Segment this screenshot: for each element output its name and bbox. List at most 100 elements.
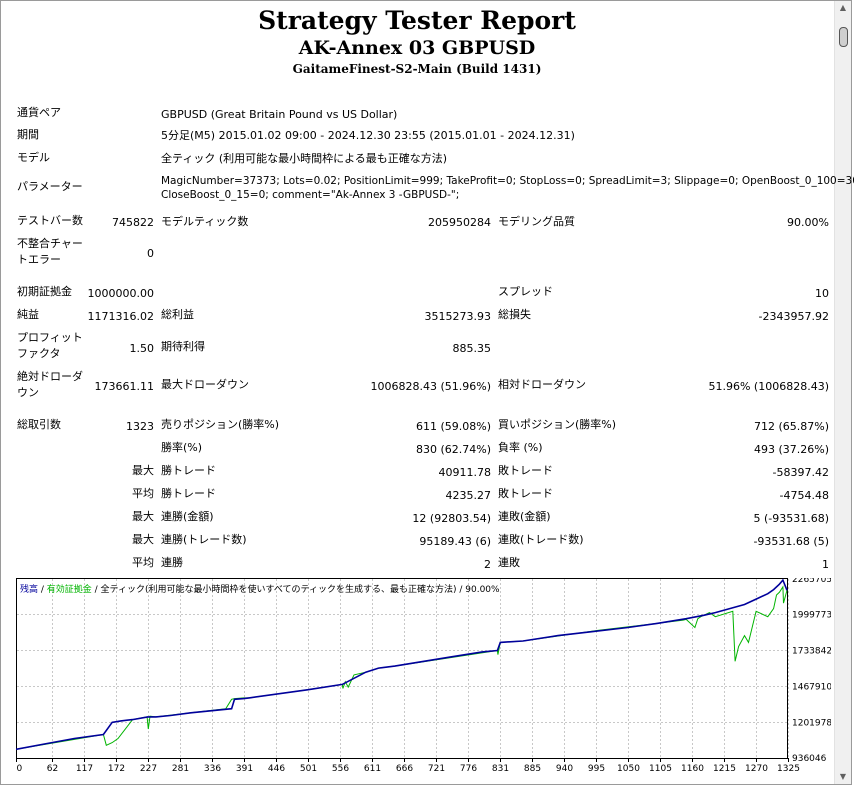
x-tick-label: 831 [492,764,509,772]
balance-chart-svg: 残高 / 有効証拠金 / 全ティック(利用可能な最小時間枠を使いすべてのティック… [15,575,832,774]
abs-drawdown-value: 173661.11 [94,380,155,393]
expected-payoff-value: 885.35 [452,342,492,355]
gross-loss-value: -2343957.92 [758,310,829,323]
profit-factor-label-1: プロフィット [17,331,83,344]
x-tick-label: 1160 [681,764,704,772]
cons-profit-value: 95189.43 (6) [419,535,491,548]
largest-win-label: 勝トレード [161,464,216,477]
avg-cons-losses-value: 1 [822,558,829,571]
x-tick-label: 446 [268,764,285,772]
legend-balance: 残高 [20,583,38,595]
bars-value: 745822 [112,216,154,229]
report-title: Strategy Tester Report [258,6,576,35]
params-line-1: MagicNumber=37373; Lots=0.02; PositionLi… [161,175,854,187]
bars-label: テストバー数 [17,214,83,227]
avg-cons-wins-value: 2 [484,558,491,571]
plot-area [16,578,788,759]
avg-loss-value: -4754.48 [779,489,829,502]
deposit-value: 1000000.00 [87,287,154,300]
largest-win-value: 40911.78 [438,466,492,479]
mismatch-label-1: 不整合チャー [17,237,83,250]
x-tick-label: 336 [204,764,221,772]
win-rate-value: 830 (62.74%) [415,443,491,456]
y-axis: 2265705 1999773 1733842 1467910 1201978 93604… [792,575,832,764]
period-label: 期間 [17,128,39,141]
abs-drawdown-label-2: ウン [17,386,39,399]
x-tick-label: 501 [300,764,317,772]
max-drawdown-value: 1006828.43 (51.96%) [370,380,491,393]
y-tick-label: 2265705 [792,578,831,585]
gross-profit-value: 3515273.93 [424,310,491,323]
net-profit-label: 純益 [17,308,39,321]
scroll-thumb[interactable] [839,27,848,47]
win-rate-label: 勝率(%) [161,441,203,454]
report-subtitle: AK-Annex 03 GBPUSD [298,37,536,59]
long-positions-label: 買いポジション(勝率%) [498,418,617,431]
scroll-up-icon[interactable]: ▲ [839,3,847,12]
avg-cons-wins-label: 連勝 [161,556,183,569]
ticks-label: モデルティック数 [161,215,249,228]
x-tick-label: 391 [236,764,253,772]
series-layer [15,578,788,751]
max-prefix-1: 最大 [132,464,154,477]
max-prefix-2: 最大 [132,510,154,523]
quality-label: モデリング品質 [498,215,575,228]
long-positions-value: 712 (65.87%) [753,420,829,433]
y-tick-label: 936046 [792,754,827,764]
rel-drawdown-value: 51.96% (1006828.43) [708,380,829,393]
y-tick-label: 1201978 [792,719,831,729]
scroll-down-icon[interactable]: ▼ [839,772,847,781]
x-tick-label: 1215 [713,764,736,772]
model-value: 全ティック (利用可能な最小時間枠による最も正確な方法) [161,152,448,165]
max-prefix-3: 最大 [132,533,154,546]
cons-loss-label: 連敗(トレード数) [498,533,584,546]
x-tick-label: 776 [460,764,477,772]
quality-value: 90.00% [787,216,829,229]
grid [17,579,789,758]
short-positions-label: 売りポジション(勝率%) [161,418,280,431]
x-tick-label: 721 [428,764,445,772]
x-tick-label: 0 [17,764,23,772]
cons-wins-money-label: 連勝(金額) [161,510,214,523]
avg-win-value: 4235.27 [445,489,492,502]
y-tick-label: 1467910 [792,683,831,693]
x-tick-label: 62 [47,764,58,772]
y-tick-label: 1999773 [792,611,831,621]
legend-text: 残高 / 有効証拠金 / 全ティック(利用可能な最小時間枠を使いすべてのティック… [20,583,500,595]
y-tick-label: 1733842 [792,647,831,657]
x-tick-label: 281 [172,764,189,772]
params-line-2: CloseBoost_0_15=0; comment="Ak-Annex 3 -… [161,189,460,201]
balance-series-line [15,578,788,751]
gross-loss-label: 総損失 [498,308,531,321]
legend-model: / 全ティック(利用可能な最小時間枠を使いすべてのティックを生成する、最も正確な… [92,583,500,595]
avg-prefix-2: 平均 [132,556,154,569]
x-tick-label: 227 [140,764,157,772]
avg-prefix-1: 平均 [132,487,154,500]
cons-wins-money-value: 12 (92803.54) [412,512,491,525]
model-label: モデル [17,151,50,164]
vertical-scrollbar[interactable]: ▲ ▼ [834,1,851,784]
loss-rate-label: 負率 (%) [498,441,543,454]
x-tick-label: 885 [524,764,541,772]
x-tick-label: 1270 [745,764,768,772]
profit-factor-label-2: ファクタ [17,347,61,360]
legend-equity: 有効証拠金 [47,583,92,595]
pair-value: GBPUSD (Great Britain Pound vs US Dollar… [161,108,398,121]
legend-sep: / [38,585,47,595]
rel-drawdown-label: 相対ドローダウン [498,378,586,391]
max-drawdown-label: 最大ドローダウン [161,378,249,391]
balance-chart: 残高 / 有効証拠金 / 全ティック(利用可能な最小時間枠を使いすべてのティック… [15,575,832,774]
x-tick-label: 1325 [777,764,800,772]
x-tick-label: 995 [588,764,605,772]
loss-rate-value: 493 (37.26%) [753,443,829,456]
params-label: パラメーター [17,180,83,193]
total-trades-label: 総取引数 [17,418,61,431]
cons-losses-money-value: 5 (-93531.68) [753,512,829,525]
cons-profit-label: 連勝(トレード数) [161,533,247,546]
x-axis: 0 62 117 172 227 281 336 391 446 501 556 611 666 721 7… [16,758,800,774]
ticks-value: 205950284 [428,216,491,229]
avg-cons-losses-label: 連敗 [498,556,520,569]
period-value: 5分足(M5) 2015.01.02 09:00 - 2024.12.30 23… [161,129,575,142]
x-tick-label: 940 [556,764,573,772]
